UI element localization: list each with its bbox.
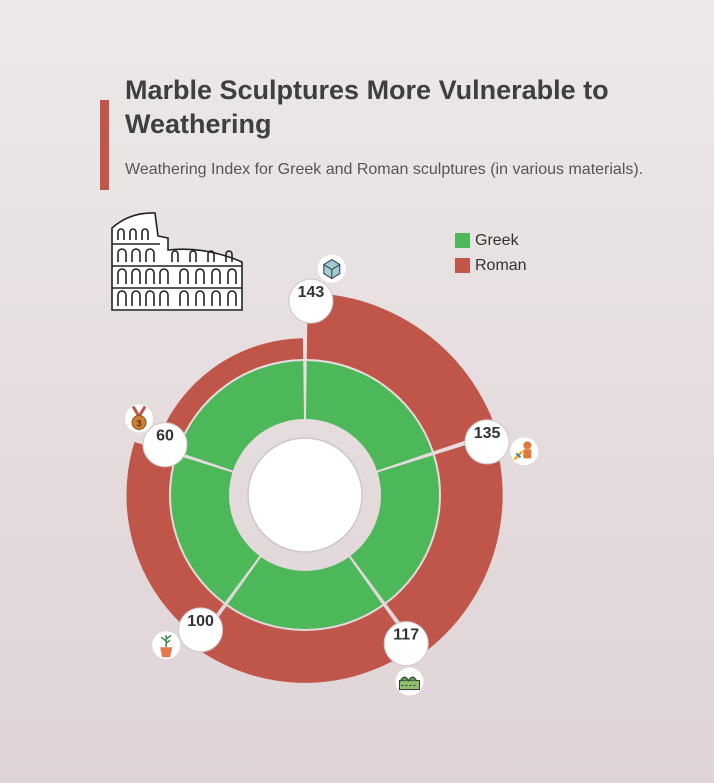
value-bubble-100 <box>178 607 224 653</box>
value-label-100: 100 <box>187 613 214 630</box>
legend-swatch-roman <box>455 258 470 273</box>
sculpture-icon <box>510 437 539 466</box>
greek-bar-135[interactable] <box>350 455 439 603</box>
value-label-143: 143 <box>298 284 325 301</box>
bronze-medal-icon: 3 <box>125 404 154 433</box>
chart-title: Marble Sculptures More Vulnerable to Wea… <box>125 75 609 139</box>
cube-icon <box>317 254 346 283</box>
value-label-117: 117 <box>393 627 419 644</box>
roman-bar-117[interactable] <box>196 606 414 683</box>
legend: Greek Roman <box>455 228 527 278</box>
medal-number: 3 <box>137 418 142 428</box>
legend-label-roman: Roman <box>475 256 527 274</box>
value-label-135: 135 <box>474 425 501 442</box>
greek-bar-143[interactable] <box>305 361 432 471</box>
value-label-60: 60 <box>156 428 174 445</box>
colosseum-illustration <box>111 212 243 311</box>
chart-subtitle: Weathering Index for Greek and Roman scu… <box>125 161 644 178</box>
potted-plant-icon <box>152 631 181 660</box>
greek-bar-60[interactable] <box>178 361 305 471</box>
greek-bar-117[interactable] <box>227 557 383 630</box>
value-bubble-60 <box>142 422 188 468</box>
plinth-icon <box>395 667 424 696</box>
value-bubble-135 <box>464 419 510 465</box>
roman-bar-143[interactable] <box>306 293 497 452</box>
legend-item-roman[interactable]: Roman <box>455 253 527 278</box>
value-labels: 143 135 117 100 60 <box>142 278 510 667</box>
roman-bar-135[interactable] <box>386 436 503 654</box>
legend-swatch-greek <box>455 233 470 248</box>
segment-icons: 3 <box>125 254 539 696</box>
greek-bar-100[interactable] <box>171 455 260 603</box>
title-accent-bar <box>100 100 109 190</box>
legend-label-greek: Greek <box>475 231 519 249</box>
center-circle <box>247 437 363 553</box>
legend-item-greek[interactable]: Greek <box>455 228 527 253</box>
roman-bar-100[interactable] <box>126 442 224 639</box>
value-bubble-117 <box>383 621 429 667</box>
value-bubble-143 <box>288 278 334 324</box>
